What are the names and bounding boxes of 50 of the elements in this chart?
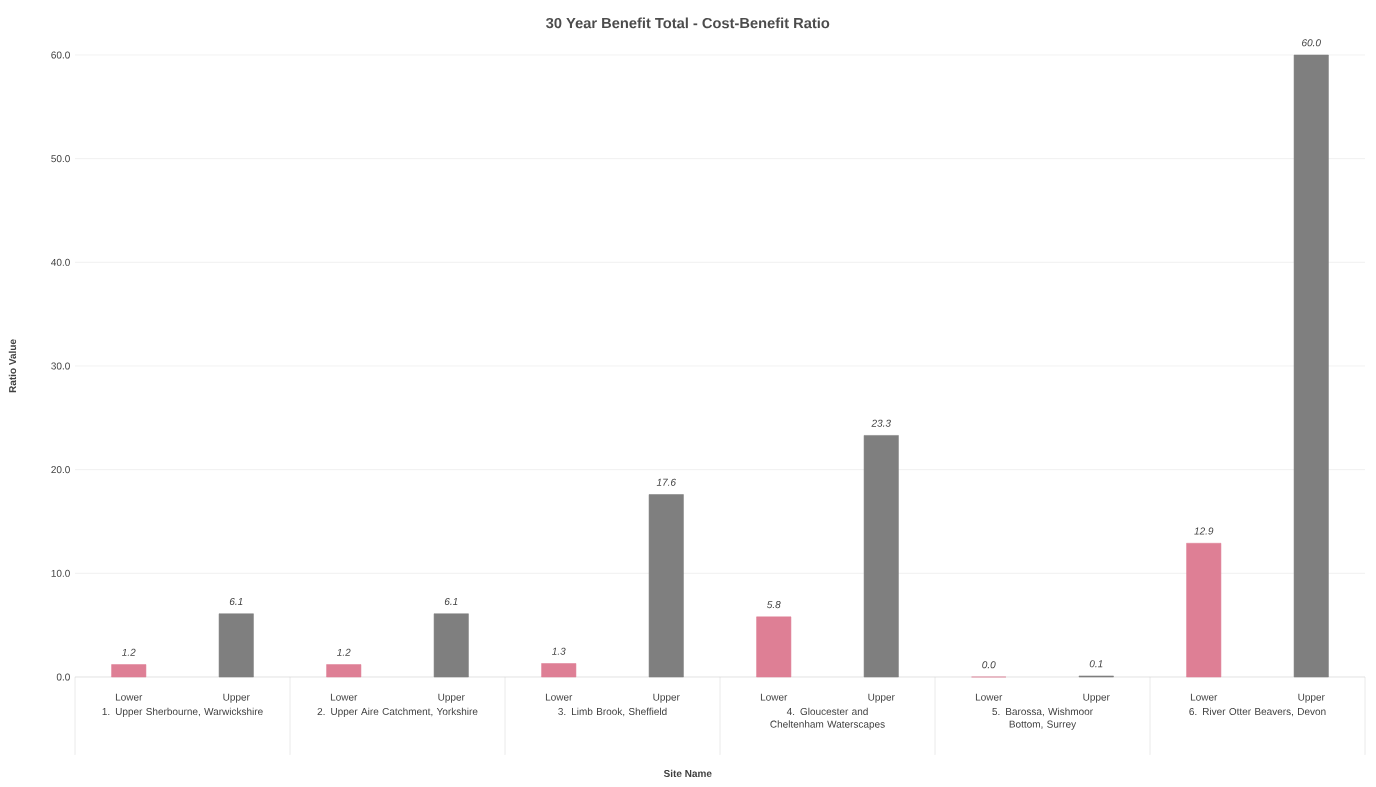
- text: Lower: [330, 693, 358, 701]
- bar: [111, 664, 147, 678]
- y-tick-label: 30.0: [51, 362, 70, 370]
- x-axis-title: Site Name: [663, 769, 712, 778]
- text: Upper: [653, 693, 680, 703]
- data-label: 5.8: [767, 601, 781, 609]
- data-label: 1.2: [122, 648, 136, 656]
- bar: [863, 435, 899, 678]
- data-label: 6.1: [444, 597, 458, 606]
- y-tick-label: 20.0: [51, 466, 70, 474]
- bar: [541, 663, 577, 678]
- data-label: 23.3: [871, 419, 891, 427]
- y-tick-label: 40.0: [51, 258, 70, 266]
- data-label: 0.1: [1089, 660, 1103, 668]
- series-label: Upper: [223, 693, 250, 703]
- series-label: Lower: [115, 693, 143, 701]
- text: Upper: [1298, 693, 1325, 703]
- text: Upper: [1083, 693, 1110, 703]
- text: Lower: [760, 693, 788, 701]
- x-tick-label: 5. Barossa, Wishmoor Bottom, Surrey: [992, 707, 1093, 730]
- y-tick-label: 10.0: [51, 569, 70, 577]
- text: Lower: [545, 693, 573, 701]
- bar: [433, 613, 469, 678]
- text: Lower: [975, 693, 1003, 701]
- y-tick-label: 60.0: [51, 51, 70, 59]
- data-label: 60.0: [1302, 39, 1321, 47]
- x-tick-label: 4. Gloucester and Cheltenham Waterscapes: [770, 707, 885, 730]
- y-tick-label: 50.0: [51, 155, 70, 163]
- x-tick-label: 6. River Otter Beavers, Devon: [1189, 707, 1326, 717]
- bar: [648, 494, 684, 678]
- bar: [218, 613, 254, 678]
- x-tick-label: 3. Limb Brook, Sheffield: [558, 707, 667, 717]
- data-label: 1.2: [337, 648, 351, 656]
- bar: [756, 616, 792, 678]
- data-label: 0.0: [982, 661, 996, 669]
- text: Upper: [438, 693, 465, 703]
- data-label: 1.3: [552, 647, 566, 655]
- bar: [1293, 54, 1329, 678]
- text: Upper: [868, 693, 895, 703]
- bar: [326, 664, 362, 678]
- text: Lower: [1190, 693, 1218, 701]
- x-tick-label: 2. Upper Aire Catchment, Yorkshire: [317, 707, 478, 718]
- y-axis-title: Ratio Value: [8, 339, 17, 393]
- data-label: 6.1: [229, 597, 243, 606]
- data-label: 12.9: [1194, 527, 1214, 535]
- bar: [1186, 542, 1222, 678]
- x-tick-label: 1. Upper Sherbourne, Warwickshire: [102, 707, 263, 718]
- y-tick-label: 0.0: [56, 673, 70, 681]
- data-label: 17.6: [656, 478, 676, 486]
- chart-title: 30 Year Benefit Total - Cost-Benefit Ratio: [546, 17, 830, 29]
